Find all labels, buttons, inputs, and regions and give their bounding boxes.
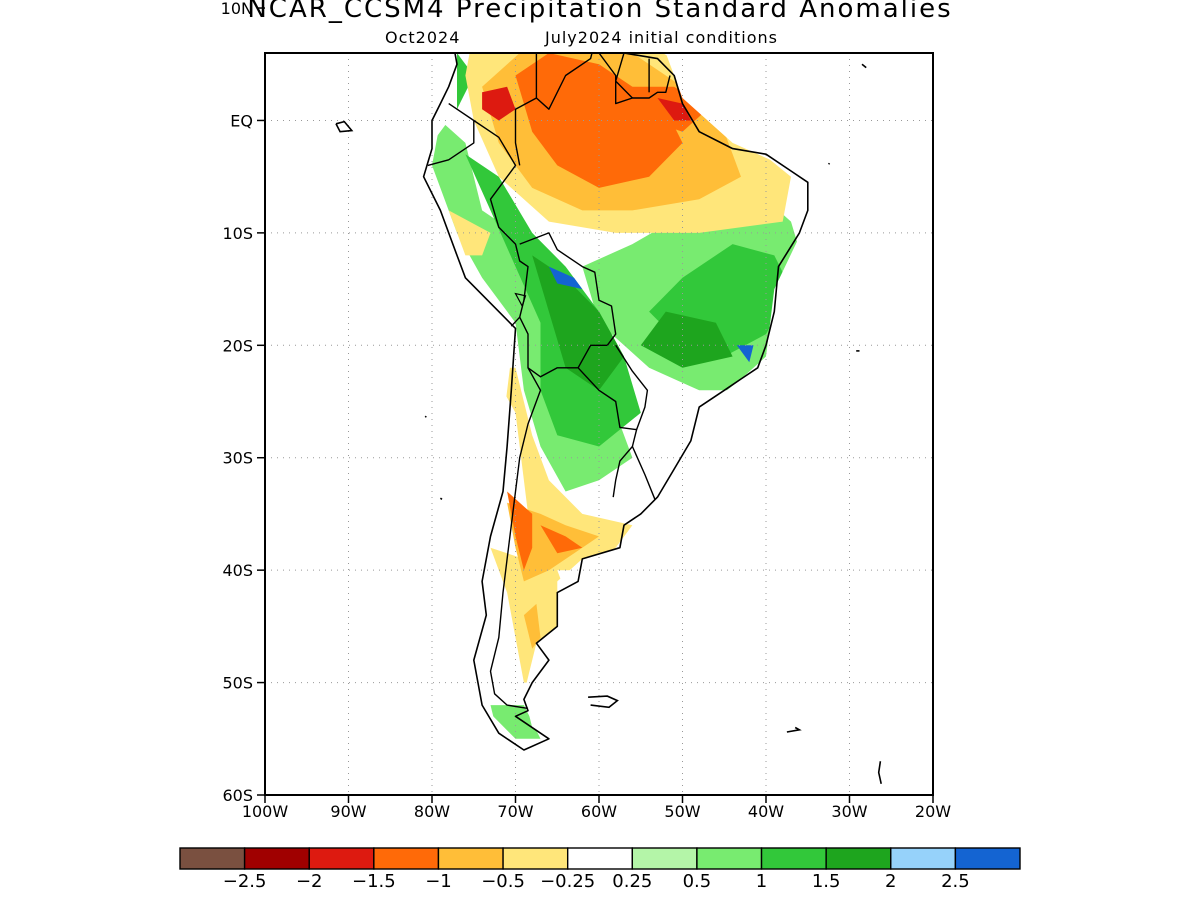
lon-tick-label: 80W [414,802,450,821]
island-outline [335,120,354,133]
colorbar-swatch [631,847,698,870]
graticule [265,53,933,795]
colorbar-label: 1 [756,871,767,892]
colorbar: −2.5 −2 −1.5 −1 −0.5 −0.25 0.25 0.5 1 1.5 2 2.5 [179,847,1021,892]
ocean-mask [265,53,516,795]
lat-tick-label: 10S [222,224,253,243]
colorbar-swatch [502,847,569,870]
country-border [519,316,608,378]
country-border [535,53,593,110]
lake-outline [514,292,527,308]
island-outline [827,162,831,165]
colorbar-swatch [696,847,763,870]
colorbar-swatch [308,847,375,870]
ocean-mask [523,53,933,795]
country-border [612,429,638,498]
anomaly-region [515,53,683,188]
colorbar-label: 2 [885,871,896,892]
anomaly-region [490,367,633,571]
colorbar-swatch [760,847,827,870]
forecast-month: Oct2024 [385,28,461,47]
lat-tick-label: 20S [222,336,253,355]
country-border [514,53,538,166]
south-america-coastline [422,53,809,751]
colorbar-label: −0.25 [540,871,595,892]
colorbar-label: 0.5 [683,871,712,892]
country-border [427,103,475,167]
anomaly-region [548,266,583,290]
colorbar-label: −1.5 [352,871,396,892]
lon-tick-label: 70W [497,802,533,821]
map-title: NCAR_CCSM4 Precipitation Standard Anomal… [247,0,953,24]
lat-tick-label: 50S [222,674,253,693]
lon-tick-label: 100W [242,802,289,821]
island-outline [861,63,867,69]
lon-tick-label: 30W [831,802,867,821]
colorbar-swatch [373,847,440,870]
country-border [615,53,633,99]
lon-tick-label: 50W [664,802,700,821]
colorbar-swatch [890,847,957,870]
island-outline [786,726,802,733]
island-outline [439,497,443,500]
colorbar-swatch [437,847,504,870]
lat-tick-label: 10N [221,0,253,18]
lat-tick-label: EQ [230,111,253,130]
colorbar-label: −2.5 [223,871,267,892]
lon-tick-label: 60W [581,802,617,821]
anomaly-region [349,0,399,31]
colorbar-swatch [566,847,634,870]
lon-tick-label: 90W [330,802,366,821]
coastline-layer [332,0,882,784]
colorbar-label: 2.5 [941,871,970,892]
initial-conditions: July2024 initial conditions [545,28,778,47]
colorbar-swatch [825,847,892,870]
country-border [519,232,617,346]
lat-tick-label: 30S [222,449,253,468]
anomaly-region [523,603,541,649]
lon-tick-label: 40W [748,802,784,821]
anomaly-fill-layer [265,0,933,795]
colorbar-label: −1 [425,871,452,892]
island-outline [424,415,427,418]
anomaly-region [482,86,516,121]
colorbar-label: −2 [296,871,323,892]
lat-tick-label: 60S [222,786,253,805]
colorbar-swatch [243,847,310,870]
lat-tick-label: 40S [222,561,253,580]
colorbar-swatch [179,847,246,870]
country-border [631,446,656,500]
central-america-coastline [332,0,453,31]
island-outline [877,761,882,784]
colorbar-label: 1.5 [812,871,841,892]
anomaly-region [736,345,754,363]
anomaly-region [532,255,624,391]
colorbar-label: 0.25 [612,871,652,892]
island-outline [588,695,619,709]
anomaly-region [640,311,733,368]
anomaly-region [540,525,583,554]
country-border [489,367,542,710]
lon-tick-label: 20W [915,802,951,821]
colorbar-label: −0.5 [481,871,525,892]
colorbar-swatch [954,847,1021,870]
